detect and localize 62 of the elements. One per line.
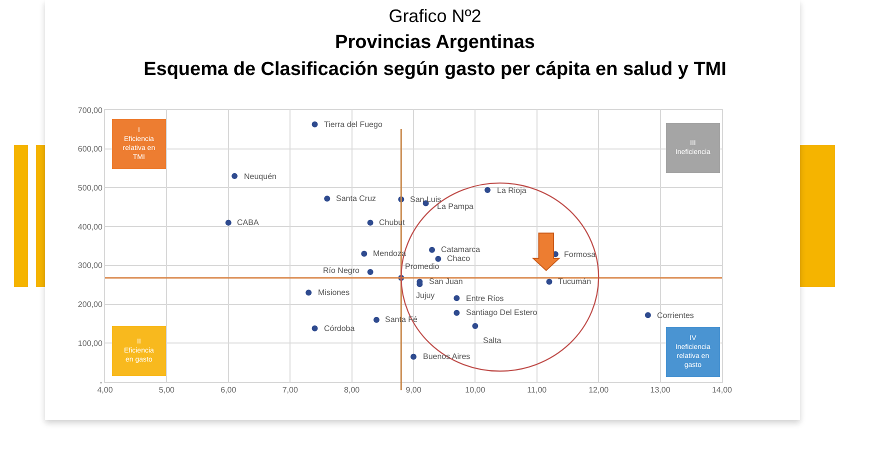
annotation: La Pampa xyxy=(437,202,474,211)
annotation: Santiago Del Estero xyxy=(466,308,538,317)
point xyxy=(361,250,368,257)
point xyxy=(472,323,478,330)
point xyxy=(232,173,238,180)
point xyxy=(367,220,374,226)
point xyxy=(373,316,380,323)
point xyxy=(454,295,460,302)
y-tick-label: 100,00 xyxy=(78,338,103,348)
x-tick-label: 10,00 xyxy=(465,386,486,395)
x-tick-label: 9,00 xyxy=(406,386,422,395)
annotation: Tucumán xyxy=(558,277,592,286)
annotation: Neuquén xyxy=(244,172,276,181)
x-tick-label: 4,00 xyxy=(97,386,114,395)
point xyxy=(312,121,318,128)
annotation: La Rioja xyxy=(497,186,527,195)
y-tick-label: 600,00 xyxy=(78,144,103,154)
x-tick-label: 13,00 xyxy=(650,386,671,395)
annotation: Córdoba xyxy=(324,324,356,333)
point xyxy=(546,278,552,285)
point xyxy=(644,312,651,318)
annotation: Tierra del Fuego xyxy=(324,120,383,129)
x-tick-label: 5,00 xyxy=(158,386,176,395)
y-tick-label: - xyxy=(100,378,103,387)
chart-subtitle: Provincias Argentinas Esquema de Clasificación según gasto per cápita en salud y TMI xyxy=(142,31,728,82)
annotation: Buenos Aires xyxy=(423,352,470,361)
annotation: Corrientes xyxy=(657,311,694,320)
point xyxy=(429,246,436,253)
point xyxy=(306,290,312,296)
chart-title: Grafico Nº2 xyxy=(388,5,482,28)
x-tick-label: 12,00 xyxy=(588,386,610,395)
annotation: Misiones xyxy=(318,288,350,297)
annotation: Formosa xyxy=(564,250,596,259)
x-tick-label: 11,00 xyxy=(527,386,548,395)
point xyxy=(435,256,442,262)
y-tick-label: 400,00 xyxy=(78,222,103,232)
annotation: Río Negro xyxy=(323,266,360,275)
annotation: Entre Ríos xyxy=(466,294,504,303)
point xyxy=(312,325,318,332)
x-tick-label: 14,00 xyxy=(712,386,733,395)
point xyxy=(324,196,330,202)
point xyxy=(367,269,374,276)
annotation: San Juan xyxy=(429,277,463,286)
point xyxy=(454,310,460,316)
annotation: Santa Cruz xyxy=(336,194,376,203)
annotation: Promedio xyxy=(405,262,440,271)
y-tick-label: 300,00 xyxy=(78,261,103,270)
x-tick-label: 6,00 xyxy=(220,386,237,395)
point xyxy=(225,220,232,226)
x-tick-label: 8,00 xyxy=(344,386,360,395)
x-tick-label: 7,00 xyxy=(282,386,298,395)
annotation: Jujuy xyxy=(416,291,435,300)
point xyxy=(484,187,491,194)
annotation: Catamarca xyxy=(441,245,481,254)
point xyxy=(410,354,416,360)
annotation: Chaco xyxy=(447,254,471,263)
annotation: San Luis xyxy=(410,195,442,204)
y-tick-label: 200,00 xyxy=(78,300,103,310)
annotation: Salta xyxy=(483,336,502,345)
y-tick-label: 700,00 xyxy=(78,106,103,115)
annotation: CABA xyxy=(237,218,260,227)
y-tick-label: 500,00 xyxy=(78,184,103,193)
